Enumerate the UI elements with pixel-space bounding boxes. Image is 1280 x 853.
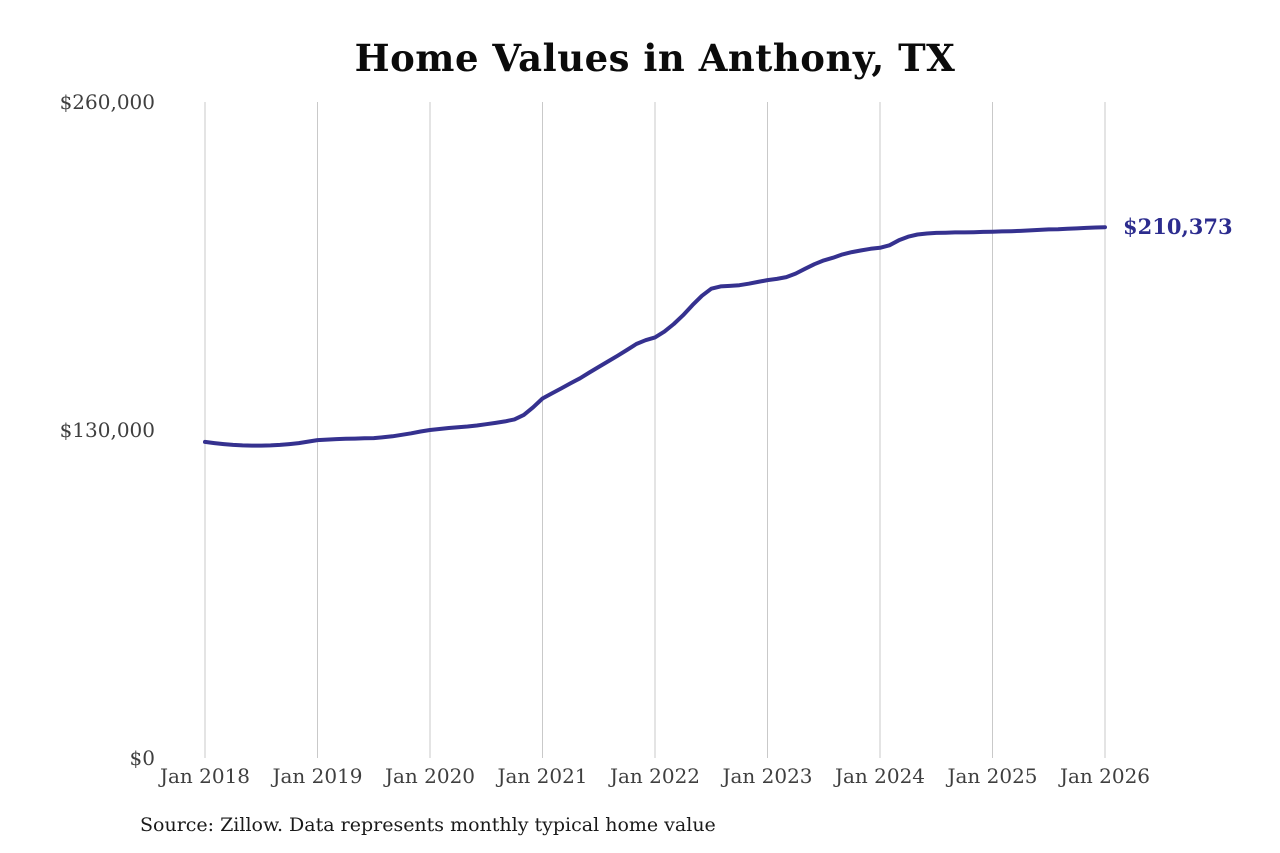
home-value-line: [203, 225, 1107, 448]
end-value-label: $210,373: [1123, 214, 1233, 239]
x-axis-tick-label: Jan 2022: [608, 764, 700, 788]
x-axis-tick-label: Jan 2023: [720, 764, 812, 788]
y-axis-tick-label: $130,000: [60, 418, 155, 442]
x-axis-tick-label: Jan 2026: [1058, 764, 1150, 788]
x-axis-tick-label: Jan 2018: [158, 764, 250, 788]
x-axis-tick-label: Jan 2025: [945, 764, 1037, 788]
y-axis-tick-label: $0: [130, 746, 155, 770]
source-note: Source: Zillow. Data represents monthly …: [140, 814, 716, 836]
x-axis-tick-label: Jan 2024: [833, 764, 925, 788]
x-axis-tick-label: Jan 2019: [270, 764, 362, 788]
y-axis-tick-label: $260,000: [60, 90, 155, 114]
chart-title: Home Values in Anthony, TX: [354, 36, 956, 80]
x-axis-tick-label: Jan 2020: [383, 764, 475, 788]
x-axis-tick-label: Jan 2021: [495, 764, 587, 788]
